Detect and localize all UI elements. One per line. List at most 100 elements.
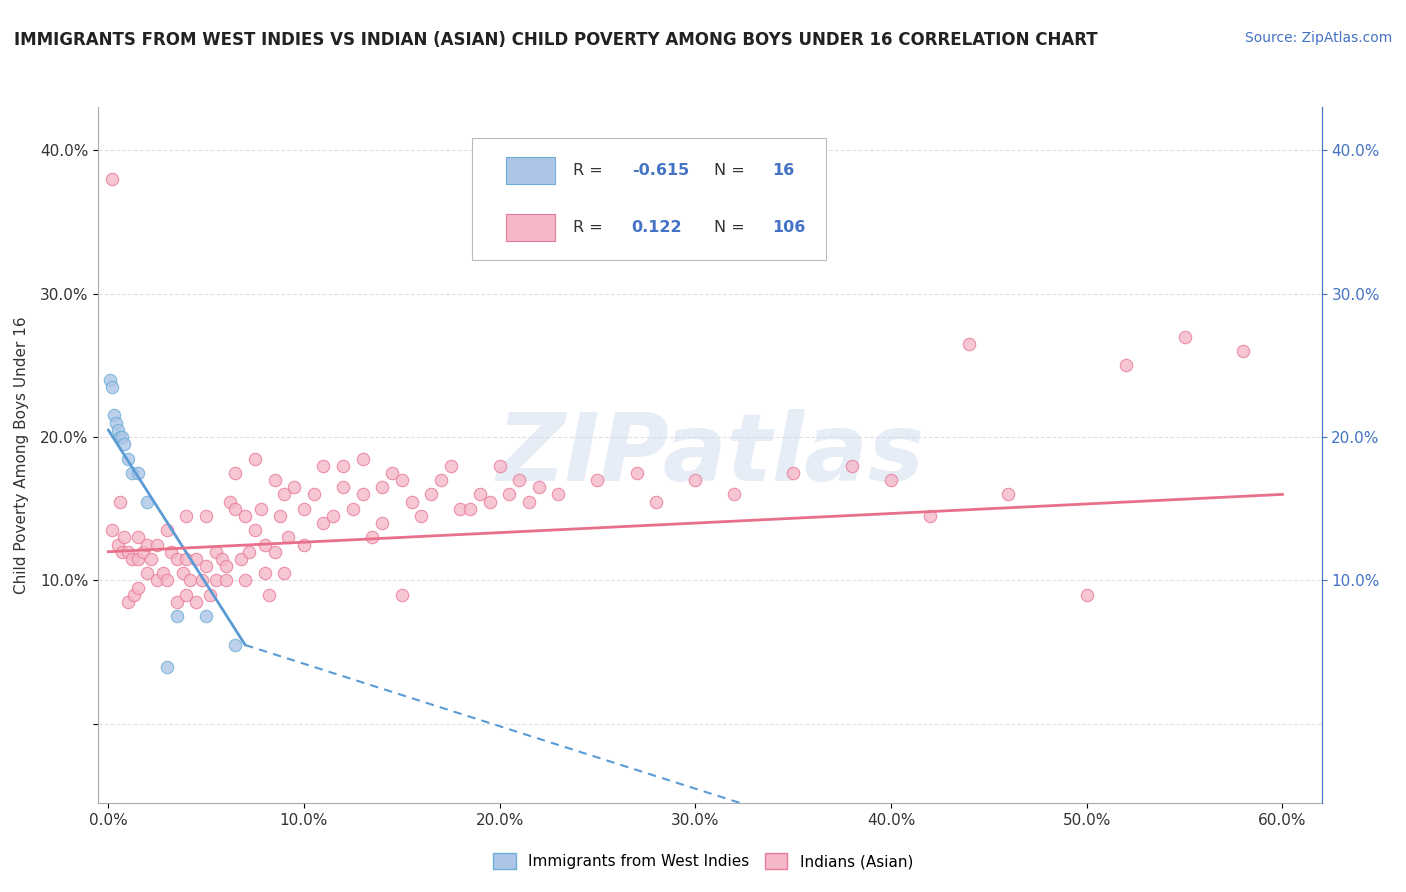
Point	[195, 609, 218, 624]
Point	[527, 480, 550, 494]
Point	[263, 473, 285, 487]
Point	[117, 451, 139, 466]
Point	[257, 588, 280, 602]
Point	[117, 595, 139, 609]
Point	[450, 501, 472, 516]
Point	[322, 508, 344, 523]
Point	[107, 423, 129, 437]
Point	[920, 508, 942, 523]
Point	[224, 501, 246, 516]
Point	[127, 581, 149, 595]
Point	[176, 588, 198, 602]
Point	[361, 530, 384, 544]
Point	[352, 451, 374, 466]
Point	[782, 466, 804, 480]
Point	[231, 552, 253, 566]
Point	[277, 530, 299, 544]
Point	[352, 487, 374, 501]
Point	[391, 588, 413, 602]
Point	[273, 487, 295, 501]
Point	[233, 508, 256, 523]
Point	[98, 373, 121, 387]
Point	[1076, 588, 1098, 602]
Point	[1232, 343, 1254, 358]
Point	[957, 336, 980, 351]
Point	[211, 552, 233, 566]
Point	[292, 501, 315, 516]
Point	[371, 480, 394, 494]
Point	[218, 494, 240, 508]
Point	[166, 595, 188, 609]
Point	[121, 466, 143, 480]
Point	[214, 574, 236, 588]
Point	[132, 545, 155, 559]
Point	[312, 516, 335, 530]
Point	[517, 494, 540, 508]
Text: 106: 106	[772, 220, 806, 235]
Point	[108, 430, 131, 444]
Point	[166, 609, 188, 624]
Point	[195, 559, 218, 574]
Point	[381, 466, 404, 480]
Point	[1174, 329, 1197, 343]
Text: N =: N =	[714, 163, 749, 178]
Point	[111, 430, 134, 444]
Point	[224, 638, 246, 652]
FancyBboxPatch shape	[506, 157, 555, 184]
Point	[156, 659, 179, 673]
Point	[152, 566, 174, 581]
Point	[371, 516, 394, 530]
Point	[263, 545, 285, 559]
Point	[127, 552, 149, 566]
Point	[176, 552, 198, 566]
Point	[332, 480, 354, 494]
Point	[117, 545, 139, 559]
Point	[205, 574, 228, 588]
Point	[101, 523, 124, 537]
Point	[498, 487, 520, 501]
Point	[107, 538, 129, 552]
Text: R =: R =	[574, 163, 607, 178]
Point	[841, 458, 863, 473]
Point	[626, 466, 648, 480]
Point	[342, 501, 364, 516]
Point	[283, 480, 305, 494]
Point	[723, 487, 745, 501]
Point	[488, 458, 510, 473]
Point	[198, 588, 221, 602]
Point	[508, 473, 530, 487]
Point	[127, 466, 149, 480]
Point	[478, 494, 501, 508]
Text: 0.122: 0.122	[631, 220, 682, 235]
Point	[214, 559, 236, 574]
Point	[112, 530, 135, 544]
Text: R =: R =	[574, 220, 607, 235]
Text: IMMIGRANTS FROM WEST INDIES VS INDIAN (ASIAN) CHILD POVERTY AMONG BOYS UNDER 16 : IMMIGRANTS FROM WEST INDIES VS INDIAN (A…	[14, 31, 1098, 49]
Point	[586, 473, 609, 487]
Point	[468, 487, 491, 501]
Point	[547, 487, 569, 501]
Point	[146, 574, 169, 588]
Point	[269, 508, 291, 523]
Point	[108, 494, 131, 508]
Point	[997, 487, 1019, 501]
Point	[186, 552, 208, 566]
Point	[156, 523, 179, 537]
Point	[1115, 358, 1137, 372]
Point	[166, 552, 188, 566]
Point	[302, 487, 325, 501]
Point	[136, 494, 159, 508]
Point	[243, 523, 266, 537]
Point	[685, 473, 707, 487]
Point	[136, 538, 159, 552]
Legend: Immigrants from West Indies, Indians (Asian): Immigrants from West Indies, Indians (As…	[486, 847, 920, 875]
FancyBboxPatch shape	[471, 138, 827, 260]
Point	[176, 508, 198, 523]
Point	[172, 566, 194, 581]
Point	[440, 458, 463, 473]
Point	[127, 530, 149, 544]
Point	[645, 494, 668, 508]
Point	[420, 487, 443, 501]
Text: 16: 16	[772, 163, 794, 178]
Point	[156, 574, 179, 588]
